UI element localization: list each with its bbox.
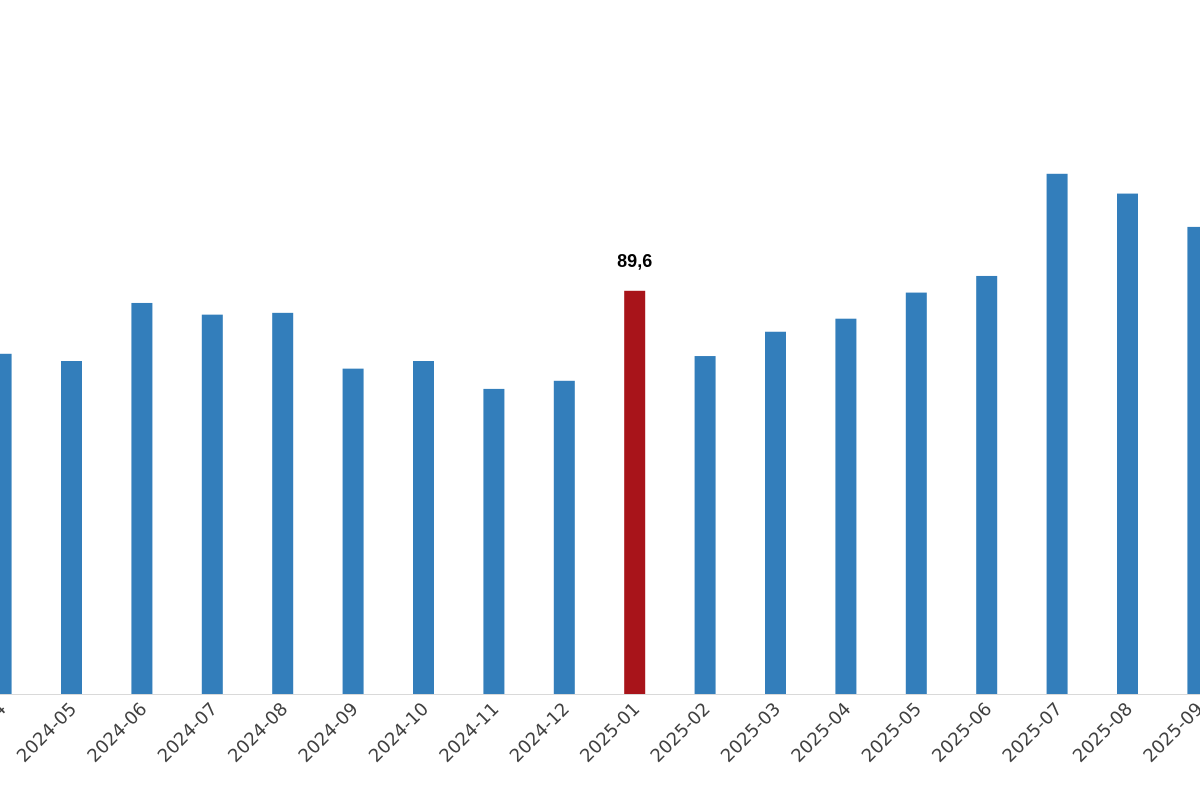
x-tick-label: 2025-06 xyxy=(928,699,996,767)
x-tick-label: 2024-11 xyxy=(435,699,503,767)
bar xyxy=(976,275,998,694)
bar xyxy=(413,361,434,694)
bar xyxy=(61,361,82,694)
x-tick-label: 2024-04 xyxy=(0,699,11,767)
bar xyxy=(272,312,294,694)
bar xyxy=(1046,173,1068,695)
bar xyxy=(342,368,364,694)
x-tick-label: 2025-01 xyxy=(576,699,644,767)
x-tick-label: 2024-09 xyxy=(295,699,363,767)
bar xyxy=(553,380,575,694)
x-tick-label: 2024-12 xyxy=(506,699,574,767)
bar xyxy=(201,314,223,694)
x-tick-label: 2025-02 xyxy=(647,699,715,767)
x-tick-label: 2024-05 xyxy=(13,699,81,767)
bar xyxy=(765,331,786,694)
bar xyxy=(905,292,927,694)
x-tick-label: 2024-10 xyxy=(365,699,433,767)
value-label: 89,6 xyxy=(617,251,652,271)
bar xyxy=(694,356,716,694)
bar xyxy=(1187,226,1200,694)
bar xyxy=(483,388,505,694)
x-tick-label: 2025-08 xyxy=(1069,699,1137,767)
bar xyxy=(1117,193,1138,694)
bar xyxy=(0,353,12,694)
bar xyxy=(835,318,857,694)
bar xyxy=(131,302,153,694)
x-tick-label: 2025-03 xyxy=(717,699,785,767)
x-tick-label: 2024-08 xyxy=(224,699,292,767)
x-tick-label: 2024-07 xyxy=(154,699,222,767)
bar xyxy=(624,290,646,694)
x-tick-label: 2025-09 xyxy=(1139,699,1200,767)
x-tick-label: 2024-06 xyxy=(83,699,151,767)
x-tick-label: 2025-05 xyxy=(858,699,926,767)
x-tick-label: 2025-07 xyxy=(999,699,1067,767)
x-tick-label: 2025-04 xyxy=(787,699,855,767)
